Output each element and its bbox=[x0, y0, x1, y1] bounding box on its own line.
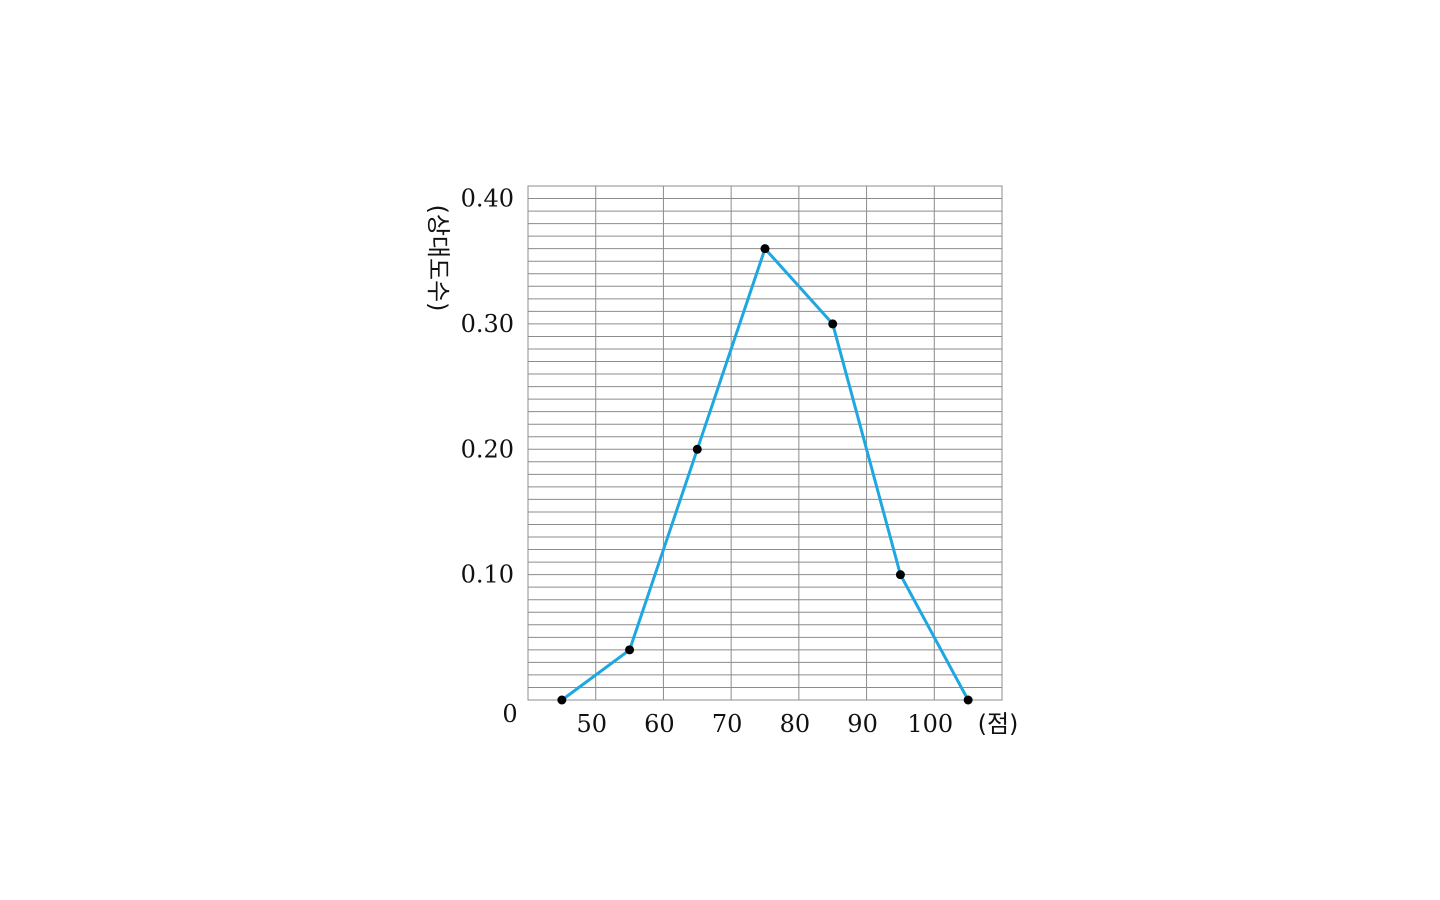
x-tick-label: 80 bbox=[780, 710, 811, 738]
y-tick-label: 0.30 bbox=[461, 310, 514, 338]
data-point bbox=[692, 444, 702, 454]
data-point bbox=[828, 319, 838, 329]
y-tick-label: 0.20 bbox=[461, 435, 514, 463]
data-point bbox=[557, 695, 567, 705]
x-tick-label: 70 bbox=[712, 710, 743, 738]
y-axis-title: (상대도수) bbox=[424, 204, 452, 311]
x-tick-label: 100 bbox=[907, 710, 953, 738]
y-tick-label: 0.10 bbox=[461, 561, 514, 589]
x-tick-label: 60 bbox=[644, 710, 675, 738]
data-point bbox=[760, 244, 770, 254]
x-axis-title: (점) bbox=[978, 710, 1019, 738]
plot-frame bbox=[527, 185, 1003, 701]
data-points bbox=[557, 244, 973, 705]
data-point bbox=[625, 645, 635, 655]
origin-label: 0 bbox=[502, 700, 517, 728]
x-tick-label: 50 bbox=[576, 710, 607, 738]
grid bbox=[527, 185, 1003, 701]
x-tick-label: 90 bbox=[847, 710, 878, 738]
axis-labels: 0.10 0.20 0.30 0.40 50 60 70 80 90 100 0 (점) (상대도수) bbox=[424, 185, 1018, 738]
data-point bbox=[895, 570, 905, 580]
data-point bbox=[963, 695, 973, 705]
y-tick-label: 0.40 bbox=[461, 185, 514, 213]
